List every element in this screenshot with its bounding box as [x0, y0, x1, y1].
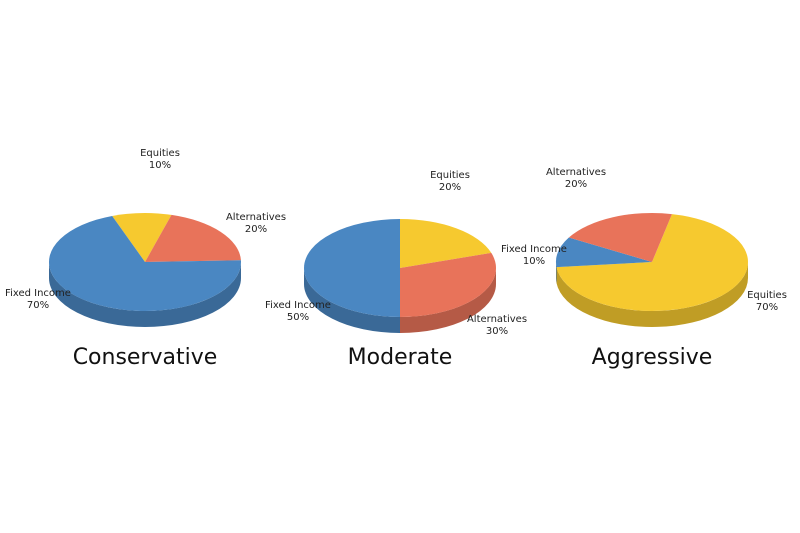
slice-label: Fixed Income 10% — [501, 244, 567, 268]
slice-label: Alternatives 20% — [543, 167, 609, 191]
pie-slice — [49, 215, 242, 311]
category-label: Fixed Income — [5, 288, 71, 299]
category-label: Equities — [747, 290, 787, 301]
category-label: Alternatives — [545, 167, 607, 178]
category-label: Equities — [430, 170, 470, 181]
category-label: Fixed Income — [501, 244, 567, 255]
category-label: Equities — [140, 148, 180, 159]
slice-label: Equities 20% — [417, 170, 483, 194]
pie-side — [304, 268, 400, 333]
slice-label: Alternatives 20% — [223, 212, 289, 236]
value-label: 70% — [755, 302, 779, 313]
slice-label: Equities 70% — [734, 290, 800, 314]
pie-slice — [400, 252, 497, 317]
value-label: 20% — [438, 182, 462, 193]
chart-title: Aggressive — [591, 345, 713, 370]
value-label: 20% — [244, 224, 268, 235]
pie-slice — [400, 219, 492, 268]
value-label: 10% — [522, 256, 546, 267]
value-label: 70% — [26, 300, 50, 311]
slice-label: Fixed Income 50% — [265, 300, 331, 324]
value-label: 20% — [564, 179, 588, 190]
chart-title: Conservative — [72, 345, 218, 370]
slice-label: Alternatives 30% — [464, 314, 530, 338]
value-label: 30% — [485, 326, 509, 337]
slice-label: Equities 10% — [127, 148, 193, 172]
pie-side — [556, 262, 748, 328]
value-label: 50% — [286, 312, 310, 323]
pie-side — [49, 262, 241, 327]
pie-side — [400, 268, 496, 333]
category-label: Alternatives — [466, 314, 528, 325]
pie-slice — [555, 237, 652, 268]
value-label: 10% — [148, 160, 172, 171]
pie-slice — [556, 214, 748, 311]
chart-title: Moderate — [347, 345, 453, 370]
category-label: Fixed Income — [265, 300, 331, 311]
pie-slice — [145, 214, 241, 262]
pie-slice — [304, 219, 400, 317]
pie-side — [556, 262, 557, 284]
pie-slice — [112, 213, 172, 262]
slice-label: Fixed Income 70% — [5, 288, 71, 312]
category-label: Alternatives — [225, 212, 287, 223]
pie-slice — [568, 213, 672, 262]
